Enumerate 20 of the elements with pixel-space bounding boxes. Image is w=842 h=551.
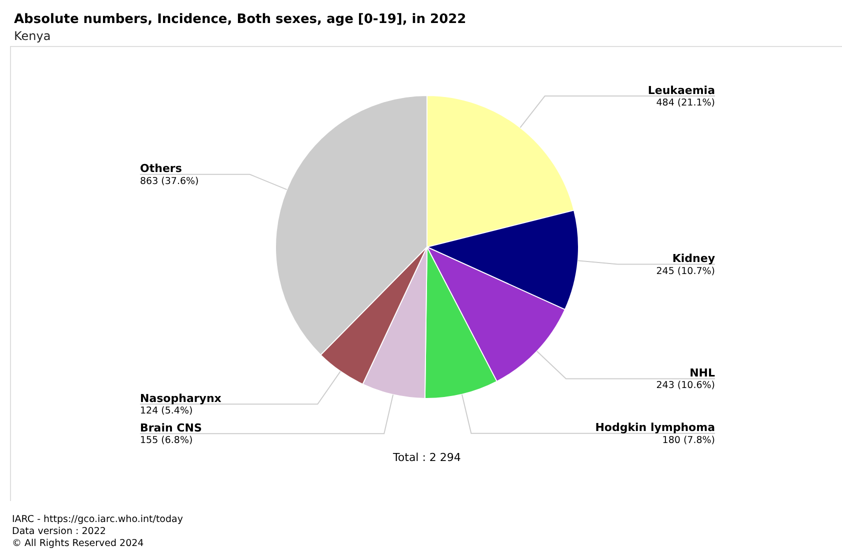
text: Kenya: [14, 29, 51, 43]
data-label: 155 (6.8%): [140, 435, 193, 446]
data-label: 484 (21.1%): [656, 98, 715, 109]
slice-label: Others: [140, 162, 182, 176]
slice-label: Kidney: [672, 252, 715, 266]
data-label: 180 (7.8%): [662, 434, 715, 446]
text: © All Rights Reserved 2024: [12, 538, 145, 550]
data-label: 863 (37.6%): [140, 176, 199, 187]
data-label: 243 (10.6%): [656, 380, 715, 392]
slice-label: NHL: [690, 366, 715, 380]
text: Data version : 2022: [12, 526, 107, 538]
data-label: 124 (5.4%): [140, 406, 193, 417]
text: Total : 2 294: [392, 451, 462, 464]
slice-label: Brain CNS: [140, 421, 202, 434]
data-label: 245 (10.7%): [656, 266, 715, 277]
slice-label: Hodgkin lymphoma: [595, 421, 715, 434]
slice-label: Nasopharynx: [140, 392, 222, 406]
text: IARC - https://gco.iarc.who.int/today: [12, 514, 183, 526]
slice-label: Leukaemia: [648, 84, 715, 97]
chart-title: Absolute numbers, Incidence, Both sexes, age [0-19], in 2022: [14, 12, 466, 27]
